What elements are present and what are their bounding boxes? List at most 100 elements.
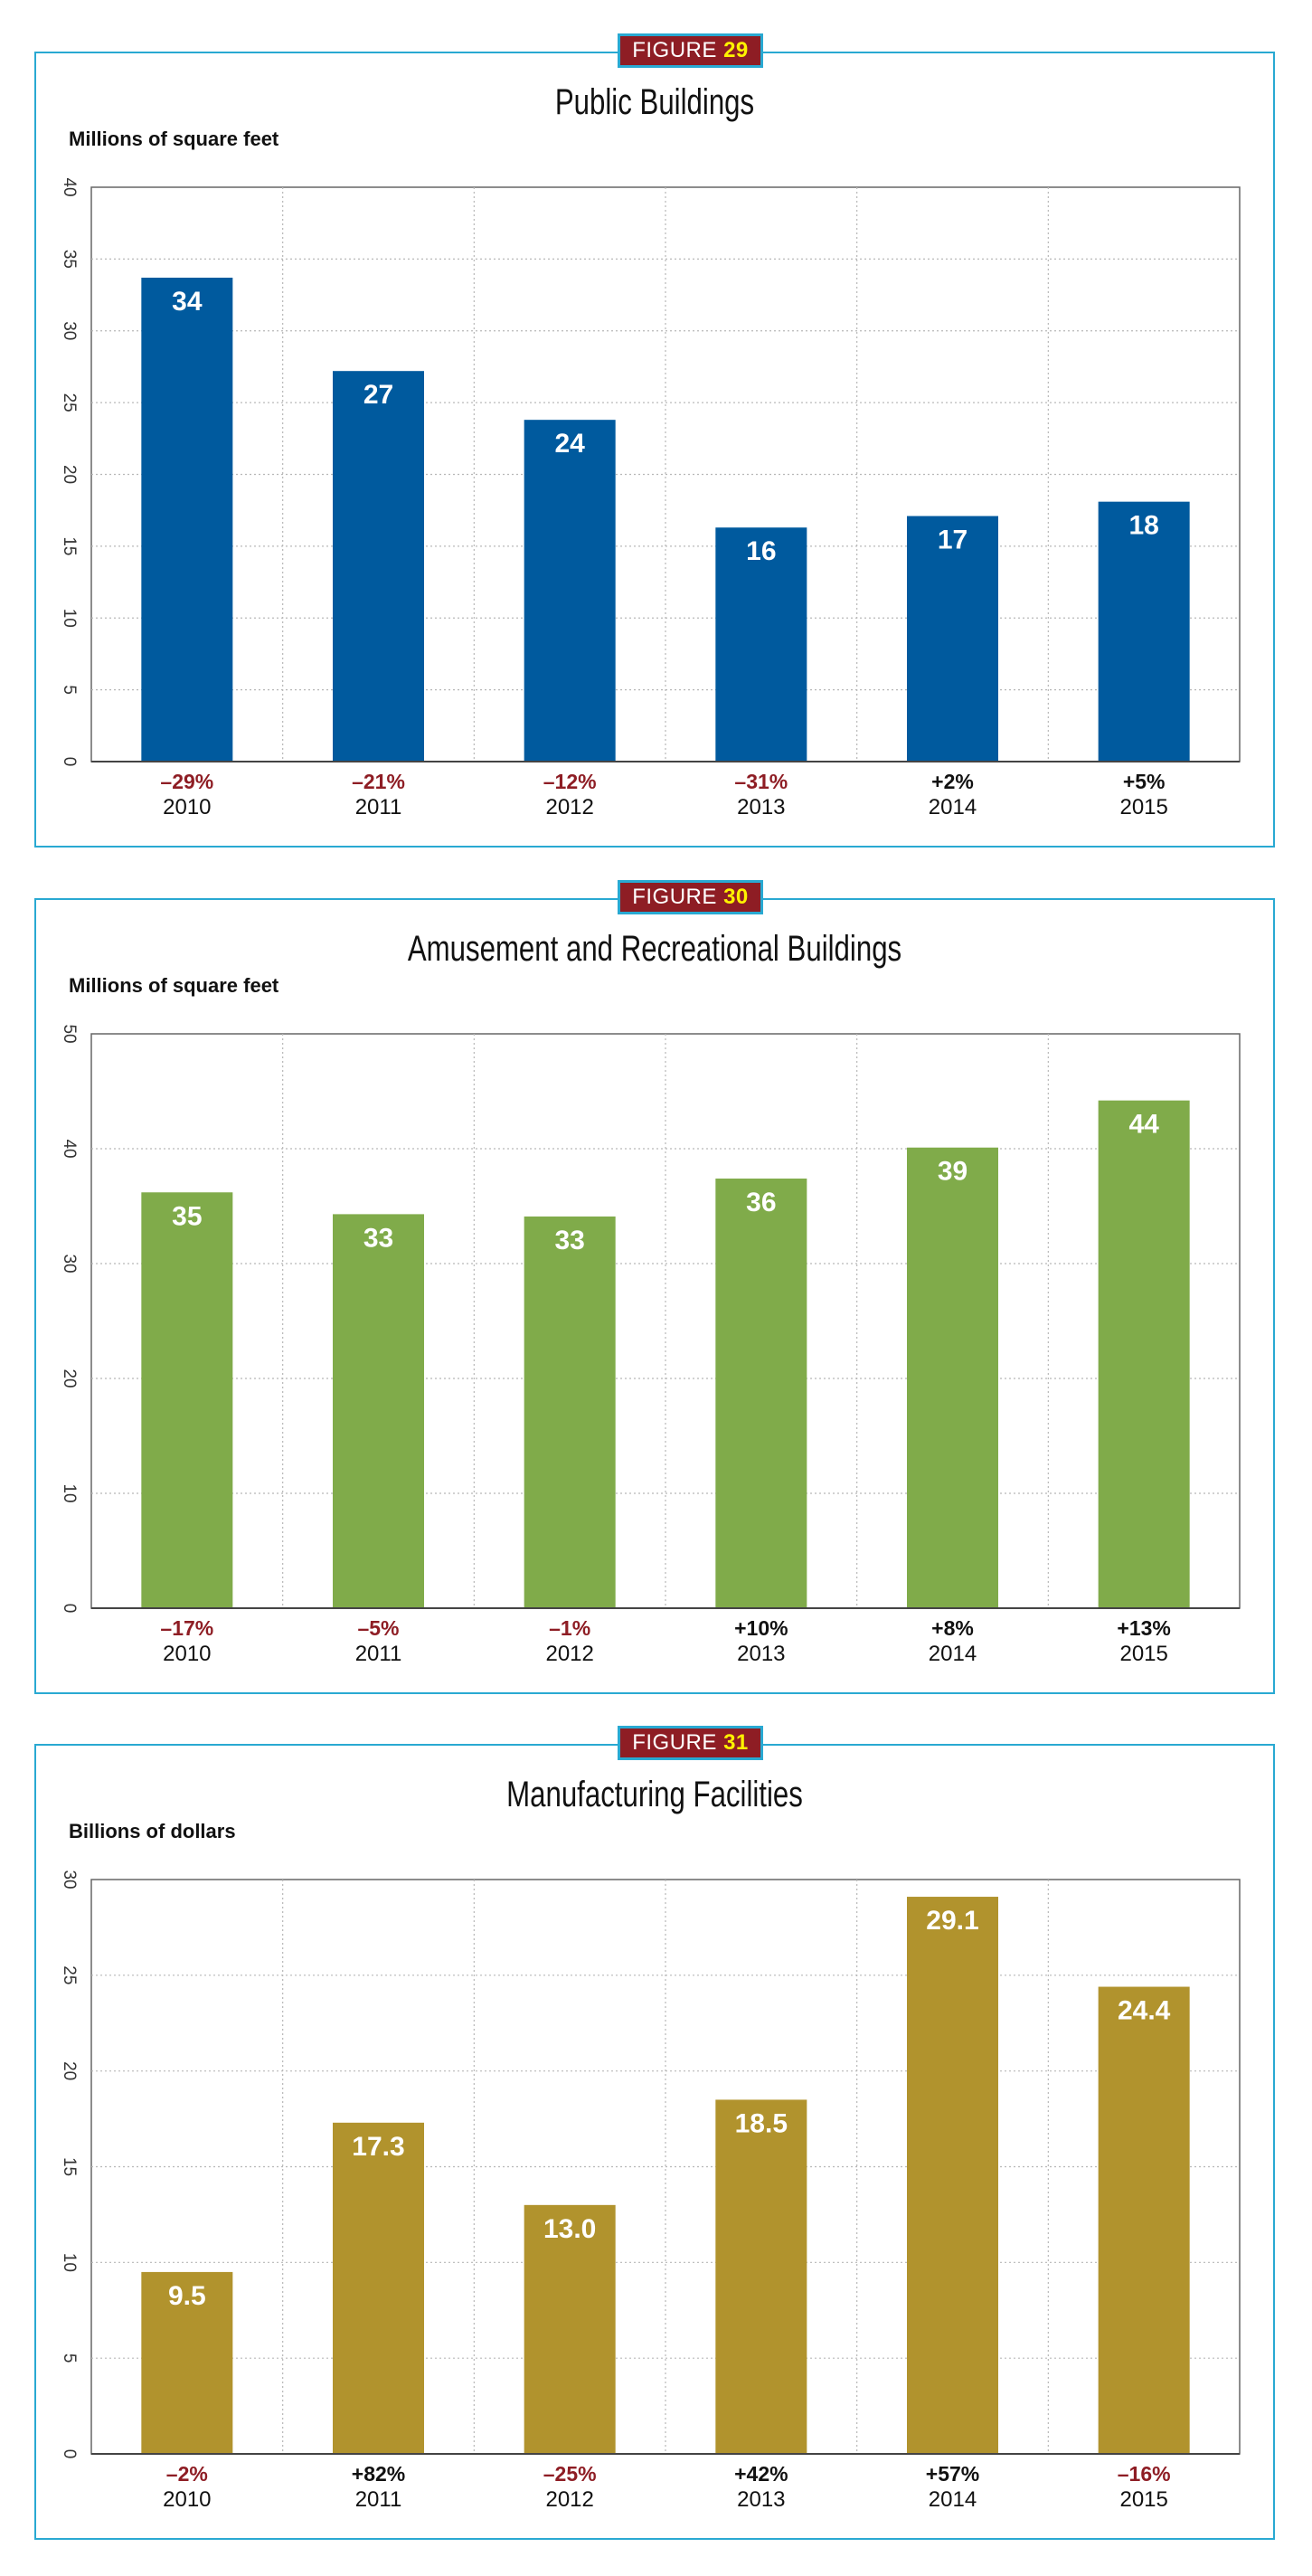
x-tick-label: 2014 (929, 2487, 977, 2512)
y-tick-label: 30 (60, 321, 79, 340)
bar (524, 2204, 616, 2454)
bar-value-label: 34 (172, 287, 203, 317)
percent-change-label: –21% (352, 770, 405, 793)
bar-value-label: 24.4 (1118, 1996, 1171, 2026)
chart-title: Amusement and Recreational Buildings (407, 929, 902, 969)
bar (333, 2122, 424, 2454)
x-tick-label: 2012 (545, 1642, 593, 1666)
percent-change-label: +57% (926, 2462, 979, 2486)
y-tick-label: 10 (60, 2253, 79, 2272)
bar-value-label: 16 (746, 536, 776, 566)
y-tick-label: 15 (60, 2157, 79, 2176)
percent-change-label: –1% (549, 1616, 590, 1640)
x-tick-label: 2010 (163, 1642, 211, 1666)
y-tick-label: 40 (60, 1139, 79, 1158)
bar-value-label: 36 (746, 1188, 776, 1217)
bar-value-label: 39 (938, 1157, 967, 1187)
percent-change-label: +5% (1123, 770, 1166, 793)
y-tick-label: 25 (60, 1965, 79, 1984)
x-tick-label: 2011 (355, 795, 402, 819)
percent-change-label: +42% (734, 2462, 788, 2486)
x-tick-label: 2014 (929, 1642, 977, 1666)
y-tick-label: 0 (60, 757, 79, 767)
percent-change-label: –5% (357, 1616, 399, 1640)
y-tick-label: 30 (60, 1254, 79, 1273)
y-tick-label: 25 (60, 393, 79, 412)
percent-change-label: +82% (352, 2462, 405, 2486)
percent-change-label: +10% (734, 1616, 788, 1640)
x-tick-label: 2015 (1119, 1642, 1167, 1666)
bar-value-label: 29.1 (926, 1906, 978, 1936)
x-tick-label: 2012 (545, 795, 593, 819)
bar (333, 1214, 424, 1608)
chart-title: Public Buildings (554, 82, 755, 122)
bar-value-label: 9.5 (168, 2281, 206, 2311)
figure-panel-31: FIGURE 31 Manufacturing Facilities Billi… (34, 1726, 1275, 2540)
bar-value-label: 18.5 (735, 2108, 788, 2138)
figure-tag-31: FIGURE 31 (618, 1726, 763, 1760)
figure-tag-30: FIGURE 30 (618, 880, 763, 914)
bar-value-label: 35 (172, 1201, 202, 1231)
y-tick-label: 5 (60, 2353, 79, 2363)
bar (907, 516, 998, 762)
y-tick-label: 10 (60, 609, 79, 628)
x-tick-label: 2013 (737, 795, 785, 819)
bar (524, 420, 616, 762)
bar (1098, 1100, 1190, 1608)
bar-value-label: 13.0 (543, 2214, 596, 2244)
bar (715, 1179, 807, 1608)
bar (141, 1192, 233, 1608)
y-tick-label: 40 (60, 177, 79, 196)
percent-change-label: –31% (734, 770, 788, 793)
x-tick-label: 2011 (355, 1642, 402, 1666)
x-tick-label: 2010 (163, 795, 211, 819)
y-tick-label: 0 (60, 1604, 79, 1614)
x-tick-label: 2012 (545, 2487, 593, 2512)
bar-value-label: 33 (554, 1226, 584, 1255)
percent-change-label: –17% (160, 1616, 213, 1640)
y-axis-label: Millions of square feet (69, 128, 279, 150)
figure-tag-29: FIGURE 29 (618, 33, 763, 68)
bar (333, 371, 424, 762)
bar (141, 2271, 233, 2454)
figure-tag-label: FIGURE (632, 885, 717, 909)
bar-chart-public-buildings: 0 5 10 15 20 25 30 35 40 34 –29%2010 27 –21%2011 24 –1… (60, 177, 1241, 819)
x-tick-label: 2015 (1119, 795, 1167, 819)
percent-change-label: –25% (543, 2462, 597, 2486)
bar (1098, 1986, 1190, 2454)
bar (907, 1897, 998, 2454)
bar (141, 278, 233, 762)
bar-value-label: 18 (1128, 511, 1158, 541)
bar-value-label: 17 (938, 526, 967, 555)
y-tick-label: 35 (60, 250, 79, 269)
bar (715, 527, 807, 762)
y-tick-label: 10 (60, 1483, 79, 1502)
y-tick-label: 20 (60, 2061, 79, 2080)
y-tick-label: 20 (60, 1368, 79, 1387)
figure-tag-number: 29 (723, 38, 749, 62)
bar-chart-amusement-recreational: 0 10 20 30 40 50 35 –17%2010 33 –5%2011 33 –1%2012 3… (60, 1024, 1241, 1666)
y-tick-label: 15 (60, 536, 79, 555)
y-axis-label: Billions of dollars (69, 1820, 236, 1842)
bar-value-label: 24 (554, 429, 585, 459)
percent-change-label: –29% (160, 770, 213, 793)
x-tick-label: 2011 (355, 2487, 402, 2512)
y-tick-label: 5 (60, 685, 79, 695)
figure-tag-label: FIGURE (632, 38, 717, 62)
percent-change-label: +2% (931, 770, 974, 793)
bar (524, 1216, 616, 1608)
y-tick-label: 0 (60, 2449, 79, 2459)
chart-title: Manufacturing Facilities (506, 1775, 803, 1814)
percent-change-label: +8% (931, 1616, 974, 1640)
percent-change-label: –16% (1118, 2462, 1171, 2486)
bar-value-label: 17.3 (352, 2132, 404, 2162)
figure-tag-label: FIGURE (632, 1730, 717, 1755)
figure-tag-number: 31 (723, 1730, 749, 1755)
y-tick-label: 50 (60, 1024, 79, 1043)
figure-tag-number: 30 (723, 885, 749, 909)
bar (1098, 501, 1190, 762)
x-tick-label: 2015 (1119, 2487, 1167, 2512)
bar (715, 2099, 807, 2454)
x-tick-label: 2010 (163, 2487, 211, 2512)
x-tick-label: 2014 (929, 795, 977, 819)
